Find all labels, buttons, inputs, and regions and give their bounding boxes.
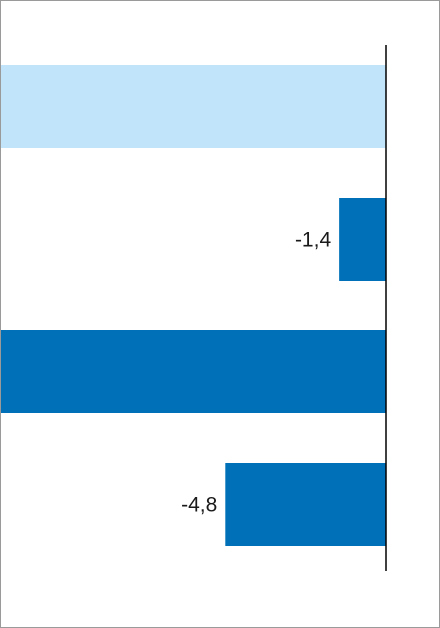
bar-1 bbox=[1, 65, 386, 148]
bar-2 bbox=[339, 198, 386, 281]
bars-layer bbox=[1, 65, 386, 546]
bar-3 bbox=[1, 330, 386, 413]
bar-4 bbox=[225, 463, 386, 546]
data-label-2: -1,4 bbox=[295, 229, 332, 252]
labels-layer: -1,4 -4,8 bbox=[181, 229, 331, 517]
data-label-4: -4,8 bbox=[181, 494, 217, 517]
